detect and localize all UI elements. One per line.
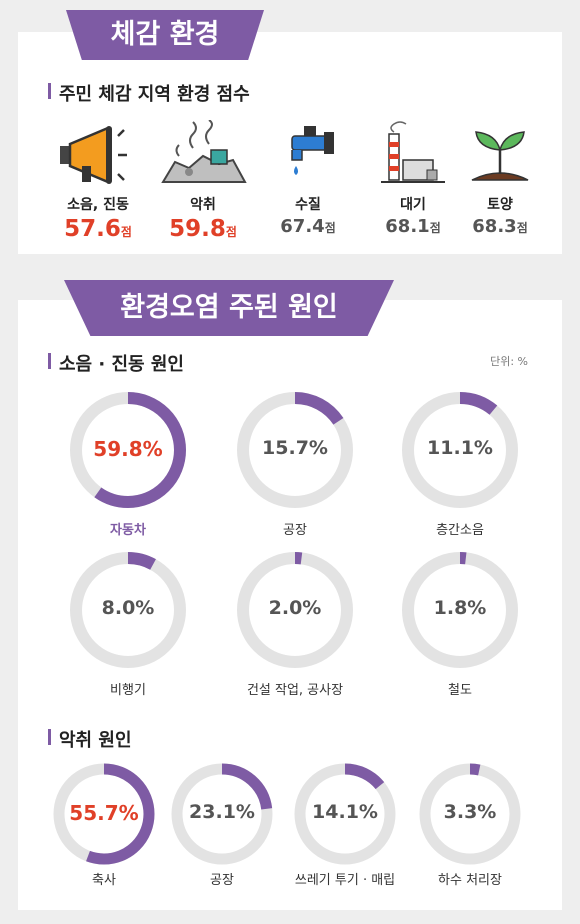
donut-value-label: 15.7% bbox=[262, 437, 328, 459]
faucet-icon bbox=[291, 126, 334, 175]
score-value: 68.1점 bbox=[385, 216, 441, 237]
donut-category-label: 철도 bbox=[448, 683, 472, 698]
donut-chart: 1.8% bbox=[396, 546, 524, 674]
donut-svg bbox=[402, 552, 518, 668]
score-value: 57.6점 bbox=[64, 216, 132, 242]
noise-causes-title: 소음 · 진동 원인 bbox=[48, 350, 184, 376]
donut-chart: 8.0% bbox=[64, 546, 192, 674]
donut-value-label: 14.1% bbox=[312, 801, 378, 823]
donut-value-label: 8.0% bbox=[101, 597, 155, 619]
donut-chart: 59.8% bbox=[64, 386, 192, 514]
donut-value-label: 59.8% bbox=[93, 437, 163, 461]
score-value: 68.3점 bbox=[472, 216, 528, 237]
donut-svg bbox=[419, 763, 521, 865]
donut-chart: 2.0% bbox=[231, 546, 359, 674]
donut-category-label: 건설 작업, 공사장 bbox=[246, 683, 344, 698]
score-value: 59.8점 bbox=[169, 216, 237, 242]
donut-slice bbox=[237, 392, 353, 508]
donut-svg bbox=[294, 763, 396, 865]
donut-slice bbox=[171, 763, 273, 865]
garbage-pile-icon bbox=[161, 120, 247, 183]
donut-slice bbox=[402, 392, 518, 508]
donut-value-label: 3.3% bbox=[443, 801, 497, 823]
donut-chart: 15.7% bbox=[231, 386, 359, 514]
donut-category-label: 쓰레기 투기 · 매립 bbox=[294, 873, 396, 888]
donut-category-label: 비행기 bbox=[110, 683, 146, 698]
donut-chart: 3.3% bbox=[414, 758, 526, 870]
donut-value-label: 2.0% bbox=[268, 597, 322, 619]
donut-svg bbox=[70, 392, 186, 508]
donut-slice bbox=[419, 763, 521, 865]
donut-value-label: 55.7% bbox=[69, 801, 139, 825]
donut-category-label: 공장 bbox=[283, 523, 307, 538]
section-ribbon-pollution-causes: 환경오염 주된 원인 bbox=[64, 280, 394, 336]
donut-category-label: 층간소음 bbox=[436, 523, 484, 538]
unit-note: 단위: % bbox=[490, 355, 528, 368]
donut-value-label: 1.8% bbox=[433, 597, 487, 619]
score-value: 67.4점 bbox=[280, 216, 336, 237]
donut-slice bbox=[70, 392, 186, 508]
environment-score-title: 주민 체감 지역 환경 점수 bbox=[48, 80, 250, 106]
donut-category-label: 축사 bbox=[92, 873, 116, 888]
section-ribbon-perceived-environment: 체감 환경 bbox=[66, 10, 264, 60]
donut-slice bbox=[53, 763, 155, 865]
donut-slice bbox=[70, 552, 186, 668]
donut-chart: 55.7% bbox=[48, 758, 160, 870]
donut-chart: 23.1% bbox=[166, 758, 278, 870]
donut-chart: 14.1% bbox=[289, 758, 401, 870]
donut-slice bbox=[402, 552, 518, 668]
donut-chart: 11.1% bbox=[396, 386, 524, 514]
odor-causes-title: 악취 원인 bbox=[48, 726, 132, 752]
donut-value-label: 23.1% bbox=[189, 801, 255, 823]
megaphone-icon bbox=[60, 126, 127, 184]
factory-icon bbox=[381, 121, 445, 183]
donut-category-label: 공장 bbox=[210, 873, 234, 888]
donut-category-label: 자동차 bbox=[110, 523, 146, 538]
donut-svg bbox=[237, 552, 353, 668]
sprout-icon bbox=[471, 131, 529, 181]
donut-slice bbox=[294, 763, 396, 865]
donut-value-label: 11.1% bbox=[427, 437, 493, 459]
donut-svg bbox=[402, 392, 518, 508]
donut-svg bbox=[70, 552, 186, 668]
donut-svg bbox=[53, 763, 155, 865]
donut-svg bbox=[237, 392, 353, 508]
donut-svg bbox=[171, 763, 273, 865]
donut-category-label: 하수 처리장 bbox=[438, 873, 502, 888]
donut-slice bbox=[237, 552, 353, 668]
